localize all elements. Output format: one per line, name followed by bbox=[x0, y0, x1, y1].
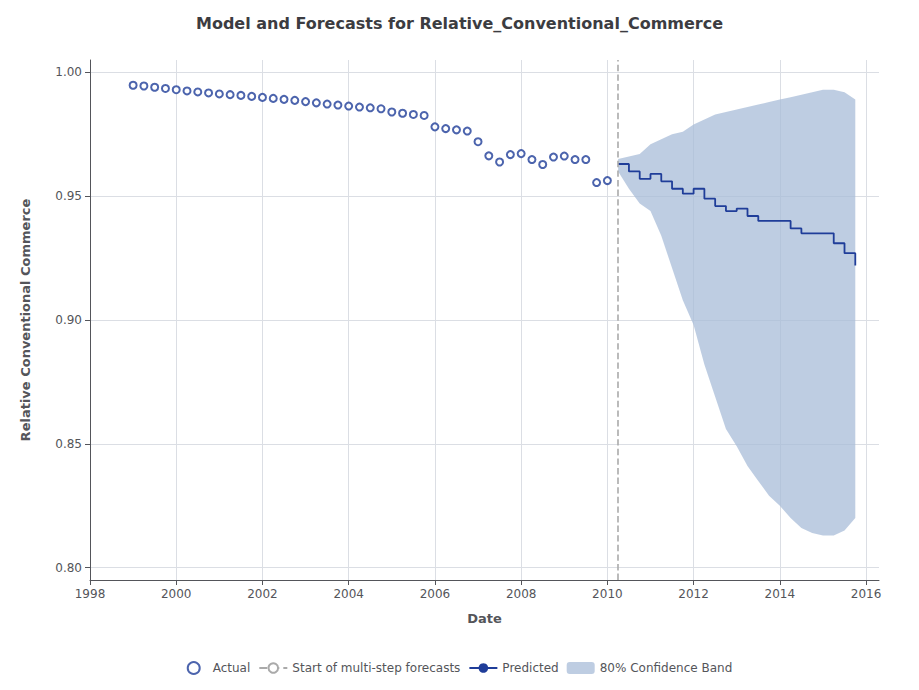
svg-text:2004: 2004 bbox=[333, 587, 364, 601]
svg-text:0.85: 0.85 bbox=[55, 437, 82, 451]
svg-text:Actual: Actual bbox=[213, 661, 251, 675]
svg-text:0.90: 0.90 bbox=[55, 313, 82, 327]
svg-text:2014: 2014 bbox=[765, 587, 796, 601]
svg-text:2006: 2006 bbox=[420, 587, 451, 601]
svg-text:2008: 2008 bbox=[506, 587, 537, 601]
svg-text:Date: Date bbox=[467, 611, 502, 626]
svg-text:2000: 2000 bbox=[161, 587, 192, 601]
svg-text:2012: 2012 bbox=[678, 587, 709, 601]
svg-text:Predicted: Predicted bbox=[502, 661, 558, 675]
svg-text:80% Confidence Band: 80% Confidence Band bbox=[600, 661, 733, 675]
svg-text:1998: 1998 bbox=[75, 587, 106, 601]
svg-text:2016: 2016 bbox=[851, 587, 882, 601]
svg-text:Relative Conventional Commerce: Relative Conventional Commerce bbox=[18, 198, 33, 441]
svg-text:Model and Forecasts for Relati: Model and Forecasts for Relative_Convent… bbox=[196, 14, 723, 33]
svg-text:2010: 2010 bbox=[592, 587, 623, 601]
svg-text:2002: 2002 bbox=[247, 587, 278, 601]
svg-text:0.80: 0.80 bbox=[55, 561, 82, 575]
svg-text:1.00: 1.00 bbox=[55, 65, 82, 79]
svg-text:Start of multi-step forecasts: Start of multi-step forecasts bbox=[292, 661, 460, 675]
svg-text:0.95: 0.95 bbox=[55, 189, 82, 203]
